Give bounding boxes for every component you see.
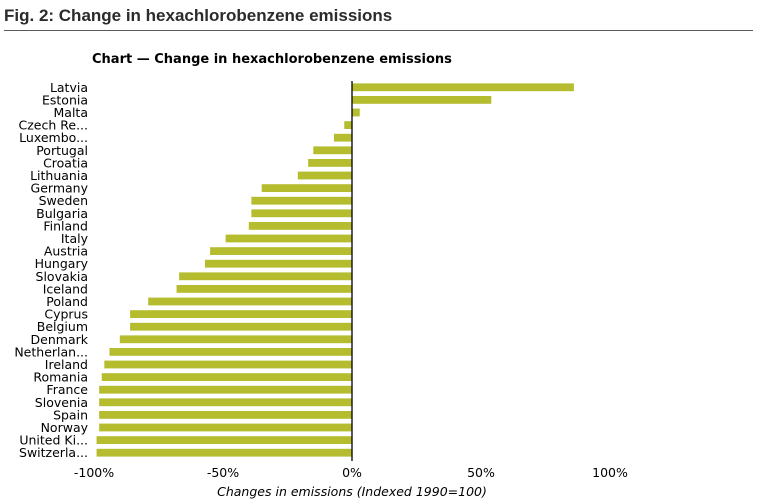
bar-26 <box>99 411 352 419</box>
category-label-4: Luxembo... <box>19 130 88 145</box>
bar-9 <box>251 196 352 205</box>
x-axis-label: Changes in emissions (Indexed 1990=100) <box>217 484 487 499</box>
x-tick-label-1: -50% <box>207 465 239 480</box>
category-label-29: Switzerla... <box>19 445 88 460</box>
bar-4 <box>333 133 352 142</box>
chart-title: Chart — Change in hexachlorobenzene emis… <box>92 52 452 67</box>
category-label-1: Estonia <box>42 92 88 107</box>
bar-23 <box>101 373 353 381</box>
category-label-11: Finland <box>43 218 88 233</box>
bar-12 <box>225 234 352 243</box>
category-label-23: Romania <box>33 370 88 385</box>
bar-0 <box>352 83 574 92</box>
category-label-2: Malta <box>54 105 88 120</box>
category-label-25: Slovenia <box>35 395 88 410</box>
bar-10 <box>251 209 352 218</box>
bar-21 <box>109 348 352 356</box>
category-label-8: Germany <box>31 181 89 196</box>
bar-7 <box>297 171 352 180</box>
bar-20 <box>119 335 352 344</box>
bar-15 <box>179 272 352 281</box>
category-label-22: Ireland <box>45 357 88 372</box>
bar-8 <box>261 184 352 192</box>
x-tick-label-3: 50% <box>467 465 495 480</box>
category-label-6: Croatia <box>43 155 88 170</box>
category-label-9: Sweden <box>39 193 88 208</box>
bar-18 <box>130 310 352 318</box>
category-label-18: Cyprus <box>44 307 88 322</box>
bar-24 <box>99 385 352 394</box>
bar-25 <box>99 398 352 407</box>
x-tick-label-4: 100% <box>592 465 628 480</box>
category-label-14: Hungary <box>35 256 89 271</box>
category-label-12: Italy <box>61 231 89 246</box>
category-label-15: Slovakia <box>36 269 88 284</box>
bar-5 <box>313 146 352 155</box>
bar-6 <box>308 159 352 167</box>
category-label-24: France <box>46 382 88 397</box>
bar-16 <box>176 285 352 293</box>
x-tick-label-2: 0% <box>342 465 362 480</box>
category-label-3: Czech Re... <box>19 118 88 133</box>
category-label-20: Denmark <box>31 332 89 347</box>
bar-11 <box>248 222 352 230</box>
category-label-28: United Ki... <box>19 433 88 448</box>
bar-2 <box>352 108 360 117</box>
bar-27 <box>99 423 352 432</box>
category-label-7: Lithuania <box>30 168 88 183</box>
category-label-0: Latvia <box>50 80 88 95</box>
bar-14 <box>204 259 352 268</box>
category-label-16: Iceland <box>43 281 88 296</box>
category-label-5: Portugal <box>36 143 88 158</box>
bar-28 <box>96 436 352 444</box>
bar-17 <box>148 297 352 306</box>
figure-title-bar: Fig. 2: Change in hexachlorobenzene emis… <box>4 4 753 31</box>
category-label-19: Belgium <box>37 319 88 334</box>
bar-29 <box>96 448 352 457</box>
x-tick-label-0: -100% <box>74 465 114 480</box>
category-label-27: Norway <box>41 420 89 435</box>
category-label-10: Bulgaria <box>36 206 88 221</box>
category-label-26: Spain <box>53 407 88 422</box>
category-label-21: Netherlan... <box>14 344 88 359</box>
category-label-17: Poland <box>46 294 88 309</box>
bar-19 <box>130 322 352 331</box>
figure-title: Fig. 2: Change in hexachlorobenzene emis… <box>4 6 393 25</box>
bar-13 <box>210 247 352 255</box>
category-label-13: Austria <box>44 244 88 259</box>
bar-3 <box>344 121 352 129</box>
bar-1 <box>352 96 492 104</box>
bar-22 <box>104 360 352 369</box>
